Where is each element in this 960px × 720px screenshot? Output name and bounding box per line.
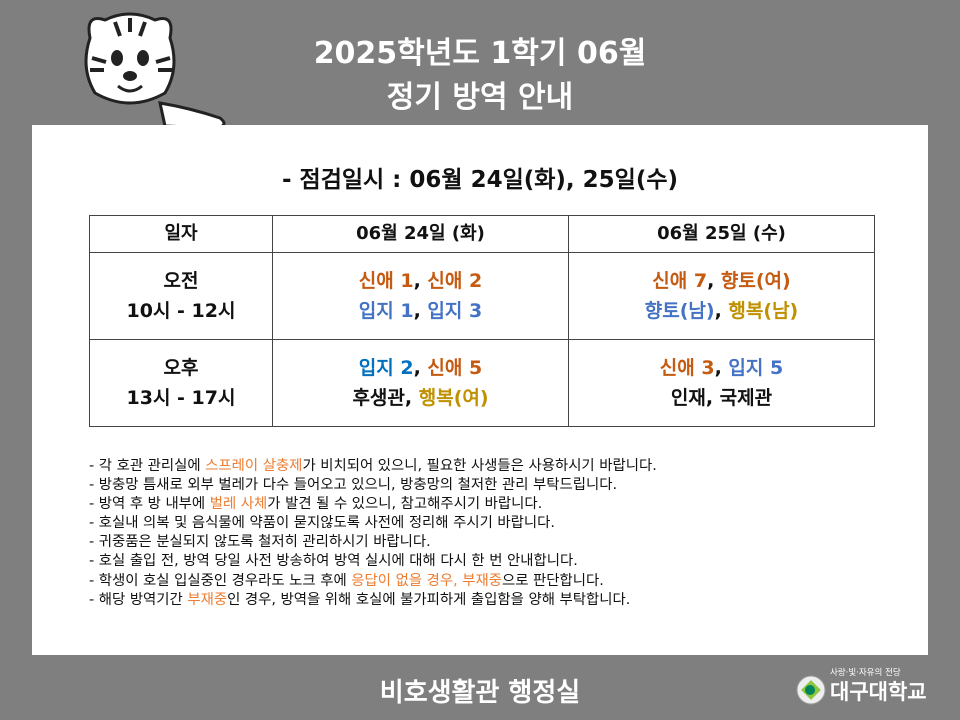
building-name: 입지 2	[358, 357, 414, 379]
header-date: 일자	[89, 215, 273, 253]
building-cell: 신애 1, 신애 2 입지 1, 입지 3	[272, 252, 569, 340]
time-cell: 오전 10시 - 12시	[89, 252, 273, 340]
building-line: 신애 7, 향토(여)	[570, 266, 873, 296]
note-text: - 방충망 틈새로 외부 벌레가 다수 들어오고 있으니, 방충망의 철저한 관…	[89, 477, 618, 494]
building-line: 후생관, 행복(여)	[274, 383, 567, 413]
building-name: 향토(여)	[720, 270, 791, 292]
note-text: 가 발견 될 수 있으니, 참고해주시기 바랍니다.	[267, 496, 543, 513]
note-item: - 각 호관 관리실에 스프레이 살충제가 비치되어 있으니, 필요한 사생들은…	[89, 457, 657, 476]
note-highlight: 부재중	[187, 591, 228, 608]
header-day1: 06월 24일 (화)	[272, 215, 569, 253]
note-text: - 해당 방역기간	[89, 591, 188, 608]
building-line: 인재, 국제관	[570, 383, 873, 413]
note-text: - 귀중품은 분실되지 않도록 철저히 관리하시기 바랍니다.	[89, 534, 431, 551]
note-text: - 호실 출입 전, 방역 당일 사전 방송하여 방역 실시에 대해 다시 한 …	[89, 553, 578, 570]
building-cell: 신애 3, 입지 5 인재, 국제관	[568, 339, 875, 427]
office-name: 비호생활관 행정실	[379, 678, 581, 708]
building-name: 후생관	[352, 387, 405, 409]
inspection-date: - 점검일시 : 06월 24일(화), 25일(수)	[281, 167, 679, 193]
building-name: ,	[714, 300, 729, 322]
table-row: 오전 10시 - 12시 신애 1, 신애 2 입지 1, 입지 3 신애 7, 향토(…	[89, 252, 875, 340]
notes-list: - 각 호관 관리실에 스프레이 살충제가 비치되어 있으니, 필요한 사생들은…	[89, 457, 657, 610]
building-line: 향토(남), 행복(남)	[570, 296, 873, 326]
note-text: 으로 판단합니다.	[502, 572, 604, 589]
table-header-row: 일자 06월 24일 (화) 06월 25일 (수)	[89, 215, 875, 253]
note-item: - 귀중품은 분실되지 않도록 철저히 관리하시기 바랍니다.	[89, 533, 657, 552]
building-name: ,	[714, 357, 729, 379]
header-day2: 06월 25일 (수)	[568, 215, 875, 253]
building-name: 신애 5	[427, 357, 483, 379]
building-line: 신애 1, 신애 2	[274, 266, 567, 296]
schedule-table: 일자 06월 24일 (화) 06월 25일 (수) 오전 10시 - 12시 신애…	[89, 215, 875, 427]
title-line-1: 2025학년도 1학기 06월	[313, 36, 647, 71]
table-row: 오후 13시 - 17시 입지 2, 신애 5 후생관, 행복(여) 신애 3, 입지 …	[89, 339, 875, 427]
building-cell: 신애 7, 향토(여) 향토(남), 행복(남)	[568, 252, 875, 340]
note-text: 가 비치되어 있으니, 필요한 사생들은 사용하시기 바랍니다.	[302, 458, 657, 474]
note-item: - 호실내 의복 및 음식물에 약품이 묻지않도록 사전에 정리해 주시기 바랍…	[89, 514, 657, 533]
title-line-2: 정기 방역 안내	[386, 80, 574, 115]
note-text: 인 경우, 방역을 위해 호실에 불가피하게 출입함을 양해 부탁합니다.	[227, 591, 631, 608]
building-name: 입지 1	[358, 300, 414, 322]
building-name: ,	[404, 387, 419, 409]
time-label: 10시 - 12시	[126, 300, 236, 322]
building-name: 신애 7	[652, 270, 708, 292]
logo-slogan: 사랑·빛·자유의 전당	[830, 668, 901, 678]
building-name: 입지 3	[427, 300, 483, 322]
note-highlight: 벌레 사체	[209, 496, 268, 513]
building-name: 인재, 국제관	[670, 387, 773, 409]
note-text: - 호실내 의복 및 음식물에 약품이 묻지않도록 사전에 정리해 주시기 바랍…	[89, 515, 555, 532]
building-name: 신애 1	[358, 270, 414, 292]
building-name: 향토(남)	[644, 300, 715, 322]
note-text: - 각 호관 관리실에	[89, 458, 206, 474]
note-highlight: 응답이 없을 경우, 부재중	[351, 572, 502, 589]
building-line: 입지 2, 신애 5	[274, 353, 567, 383]
university-emblem-icon	[796, 675, 826, 705]
building-name: 행복(남)	[728, 300, 799, 322]
building-name: ,	[413, 357, 428, 379]
time-label: 오후	[163, 357, 199, 379]
time-label: 13시 - 17시	[126, 387, 236, 409]
time-cell: 오후 13시 - 17시	[89, 339, 273, 427]
building-name: 입지 5	[728, 357, 784, 379]
note-item: - 방역 후 방 내부에 벌레 사체가 발견 될 수 있으니, 참고해주시기 바…	[89, 495, 657, 514]
note-text: - 방역 후 방 내부에	[89, 496, 210, 513]
note-item: - 학생이 호실 입실중인 경우라도 노크 후에 응답이 없을 경우, 부재중으…	[89, 572, 657, 591]
note-highlight: 스프레이 살충제	[205, 458, 303, 474]
building-name: ,	[413, 300, 428, 322]
building-name: 행복(여)	[418, 387, 489, 409]
building-name: 신애 3	[659, 357, 715, 379]
building-line: 입지 1, 입지 3	[274, 296, 567, 326]
building-name: ,	[707, 270, 721, 292]
building-name: 신애 2	[427, 270, 483, 292]
note-item: - 방충망 틈새로 외부 벌레가 다수 들어오고 있으니, 방충망의 철저한 관…	[89, 476, 657, 495]
university-logo: 사랑·빛·자유의 전당 대구대학교	[796, 665, 956, 715]
tiger-mascot-icon	[84, 12, 226, 128]
note-item: - 호실 출입 전, 방역 당일 사전 방송하여 방역 실시에 대해 다시 한 …	[89, 552, 657, 571]
building-name: ,	[413, 270, 428, 292]
building-line: 신애 3, 입지 5	[570, 353, 873, 383]
logo-name: 대구대학교	[830, 680, 927, 704]
note-item: - 해당 방역기간 부재중인 경우, 방역을 위해 호실에 불가피하게 출입함을…	[89, 591, 657, 610]
note-text: - 학생이 호실 입실중인 경우라도 노크 후에	[89, 572, 352, 589]
time-label: 오전	[163, 270, 199, 292]
building-cell: 입지 2, 신애 5 후생관, 행복(여)	[272, 339, 569, 427]
